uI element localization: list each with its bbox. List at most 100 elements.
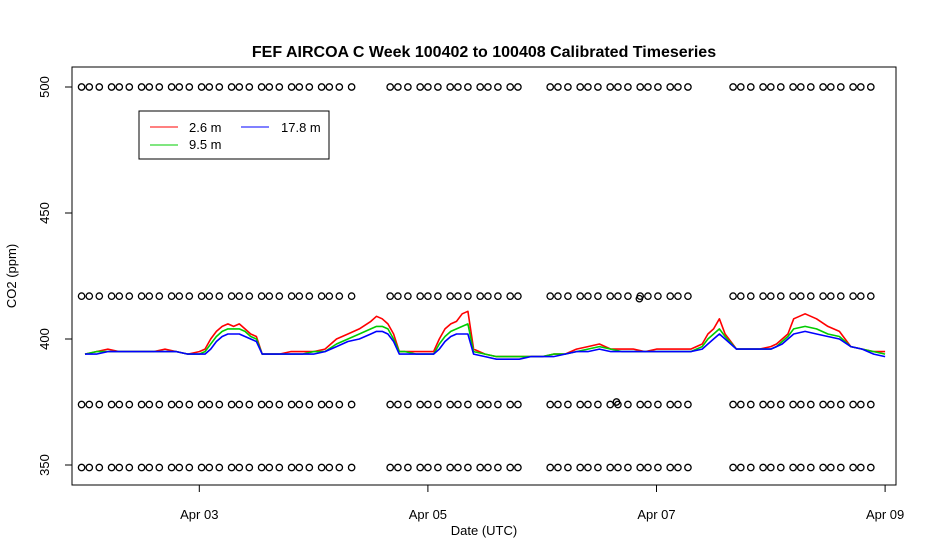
- calibration-point: [636, 83, 645, 91]
- calibration-point: [684, 463, 692, 472]
- calibration-point: [789, 400, 797, 409]
- calibration-point: [849, 83, 857, 91]
- calibration-point: [424, 463, 432, 472]
- calibration-point: [584, 83, 592, 91]
- calibration-point: [514, 400, 522, 409]
- calibration-point: [305, 463, 314, 472]
- calibration-point: [434, 463, 442, 472]
- calibration-point: [335, 400, 344, 409]
- chart-title: FEF AIRCOA C Week 100402 to 100408 Calib…: [252, 44, 716, 61]
- series-line-9-5-m: [84, 323, 886, 358]
- calibration-point: [215, 463, 224, 472]
- calibration-point: [819, 292, 827, 301]
- x-tick-label: Apr 09: [866, 507, 904, 522]
- calibration-point: [729, 292, 737, 301]
- calibration-point: [546, 292, 555, 301]
- calibration-point: [729, 83, 737, 91]
- calibration-point: [856, 400, 865, 409]
- calibration-point: [494, 400, 502, 409]
- calibration-point: [295, 400, 304, 409]
- calibration-point: [245, 463, 254, 472]
- calibration-point: [287, 292, 296, 301]
- calibration-point: [347, 463, 356, 472]
- calibration-point: [826, 292, 835, 301]
- calibration-point: [819, 400, 827, 409]
- calibration-points: [77, 83, 875, 472]
- calibration-point: [155, 463, 164, 472]
- calibration-point: [235, 83, 244, 91]
- calibration-point: [494, 83, 502, 91]
- calibration-point: [584, 463, 592, 472]
- calibration-point: [849, 400, 857, 409]
- calibration-point: [644, 83, 652, 91]
- calibration-point: [317, 292, 326, 301]
- calibration-point: [766, 83, 775, 91]
- calibration-point: [856, 292, 865, 301]
- calibration-point: [85, 292, 94, 301]
- calibration-point: [275, 400, 284, 409]
- calibration-point: [424, 292, 432, 301]
- calibration-point: [819, 83, 827, 91]
- calibration-point: [77, 400, 86, 409]
- calibration-point: [404, 83, 412, 91]
- calibration-point: [674, 292, 682, 301]
- calibration-point: [776, 83, 785, 91]
- calibration-point: [796, 463, 805, 472]
- calibration-point: [564, 463, 572, 472]
- calibration-point: [434, 83, 442, 91]
- calibration-point: [546, 463, 555, 472]
- calibration-point: [185, 83, 194, 91]
- calibration-point: [245, 400, 254, 409]
- calibration-point: [796, 400, 805, 409]
- calibration-point: [866, 400, 875, 409]
- calibration-point: [514, 463, 522, 472]
- calibration-point: [167, 83, 176, 91]
- calibration-point: [546, 83, 555, 91]
- calibration-point: [394, 400, 402, 409]
- calibration-point: [684, 400, 692, 409]
- calibration-point: [836, 400, 845, 409]
- calibration-point: [506, 292, 515, 301]
- calibration-point: [776, 292, 785, 301]
- calibration-point: [205, 463, 214, 472]
- calibration-point: [404, 292, 412, 301]
- y-axis-label: CO2 (ppm): [4, 244, 19, 308]
- calibration-point: [386, 292, 395, 301]
- calibration-point: [666, 292, 675, 301]
- calibration-point: [464, 292, 472, 301]
- calibration-point: [185, 400, 194, 409]
- calibration-point: [494, 292, 502, 301]
- calibration-point: [85, 400, 94, 409]
- calibration-point: [464, 83, 472, 91]
- calibration-point: [347, 292, 356, 301]
- calibration-point: [654, 83, 662, 91]
- calibration-point: [295, 463, 304, 472]
- calibration-point: [736, 463, 745, 472]
- legend-box: [138, 110, 330, 160]
- calibration-point: [554, 463, 562, 472]
- calibration-point: [167, 292, 176, 301]
- calibration-point: [746, 292, 755, 301]
- calibration-point: [175, 83, 184, 91]
- calibration-point: [746, 83, 755, 91]
- calibration-point: [666, 83, 675, 91]
- calibration-point: [265, 400, 274, 409]
- calibration-point: [614, 292, 622, 301]
- calibration-point: [826, 83, 835, 91]
- calibration-point: [554, 400, 562, 409]
- calibration-point: [796, 292, 805, 301]
- calibration-point: [434, 292, 442, 301]
- calibration-point: [175, 400, 184, 409]
- calibration-point: [137, 400, 146, 409]
- legend-label-2-6m: 2.6 m: [189, 120, 222, 135]
- x-axis: Apr 03 Apr 05 Apr 07 Apr 09: [180, 484, 904, 522]
- calibration-point: [484, 400, 492, 409]
- calibration-point: [107, 83, 116, 91]
- y-tick-label: 500: [37, 76, 52, 98]
- calibration-point: [205, 400, 214, 409]
- calibration-point: [644, 292, 652, 301]
- calibration-point: [759, 292, 767, 301]
- calibration-point: [155, 400, 164, 409]
- calibration-point: [729, 463, 737, 472]
